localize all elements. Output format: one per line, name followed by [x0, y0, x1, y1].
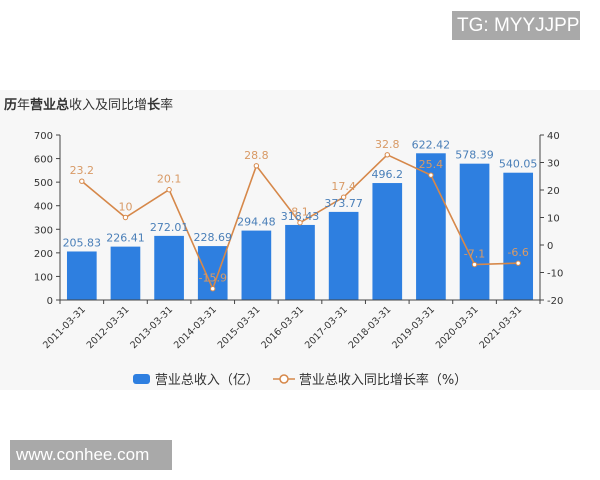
left-tick-label: 700: [34, 131, 53, 142]
right-tick-label: 30: [547, 159, 560, 170]
left-tick-label: 400: [34, 202, 53, 213]
growth-value-label: 28.8: [244, 149, 269, 162]
bar-value-label: 272.01: [150, 221, 189, 234]
x-tick-label: 2014-03-31: [172, 304, 219, 351]
x-tick-label: 2017-03-31: [303, 304, 350, 351]
right-tick-label: 10: [547, 214, 560, 225]
x-tick-label: 2019-03-31: [390, 304, 437, 351]
revenue-bar[interactable]: [503, 172, 534, 300]
bar-value-label: 622.42: [412, 138, 451, 151]
right-tick-label: -10: [547, 269, 563, 280]
right-tick-label: -20: [547, 296, 563, 307]
growth-point[interactable]: [340, 194, 347, 200]
right-tick-label: 0: [547, 241, 553, 252]
x-tick-label: 2012-03-31: [85, 304, 132, 351]
growth-point[interactable]: [253, 163, 260, 169]
x-tick-label: 2020-03-31: [434, 304, 481, 351]
chart-legend: 营业总收入（亿） 营业总收入同比增长率（%）: [0, 369, 600, 388]
growth-value-label: 20.1: [157, 173, 182, 186]
x-tick-label: 2021-03-31: [477, 304, 524, 351]
growth-point[interactable]: [166, 187, 172, 193]
bar-value-label: 373.77: [324, 197, 363, 210]
growth-value-label: -7.1: [464, 248, 485, 261]
revenue-bar[interactable]: [285, 224, 315, 300]
revenue-bar[interactable]: [459, 163, 490, 300]
growth-value-label: -6.6: [507, 246, 528, 259]
legend-line-label[interactable]: 营业总收入同比增长率（%）: [298, 373, 468, 388]
x-tick-label: 2018-03-31: [347, 304, 394, 351]
bar-value-label: 318.43: [281, 210, 320, 223]
growth-value-label: 25.4: [419, 158, 444, 171]
x-tick-label: 2016-03-31: [259, 304, 306, 351]
revenue-bar[interactable]: [154, 235, 184, 300]
growth-value-label: 10: [118, 201, 132, 214]
chart-title: 历年营业总收入及同比增长率: [4, 98, 174, 113]
growth-value-label: -15.9: [198, 272, 226, 285]
revenue-bar[interactable]: [110, 246, 141, 300]
revenue-bar[interactable]: [66, 251, 97, 300]
bar-value-label: 205.83: [63, 236, 102, 249]
growth-point[interactable]: [122, 214, 129, 221]
left-tick-label: 100: [34, 272, 53, 283]
bar-value-label: 228.69: [193, 231, 232, 244]
right-tick-label: 40: [547, 131, 560, 142]
revenue-bar[interactable]: [241, 230, 272, 300]
x-tick-label: 2013-03-31: [128, 304, 175, 351]
bar-value-label: 496.2: [372, 168, 404, 181]
growth-point[interactable]: [471, 261, 478, 268]
growth-point[interactable]: [297, 220, 303, 226]
growth-value-label: 23.2: [70, 164, 95, 177]
growth-value-label: 8.1: [291, 206, 309, 219]
legend-bar-label[interactable]: 营业总收入（亿）: [154, 373, 259, 388]
legend-bar-swatch-icon: [132, 373, 150, 384]
growth-point[interactable]: [79, 178, 85, 184]
watermark-bottom: www.conhee.com: [10, 440, 172, 470]
growth-value-label: 17.4: [331, 180, 356, 193]
bar-value-label: 294.48: [237, 216, 276, 229]
x-tick-label: 2015-03-31: [216, 304, 263, 351]
revenue-bar[interactable]: [328, 211, 359, 300]
growth-point[interactable]: [210, 286, 216, 292]
growth-value-label: 32.8: [375, 138, 400, 151]
left-tick-label: 500: [34, 178, 53, 189]
revenue-bar[interactable]: [372, 183, 403, 300]
growth-point[interactable]: [428, 172, 434, 178]
left-tick-label: 200: [34, 249, 53, 260]
bar-value-label: 578.39: [455, 149, 494, 162]
x-tick-label: 2011-03-31: [41, 304, 88, 351]
growth-point[interactable]: [384, 152, 390, 158]
bar-value-label: 540.05: [499, 158, 538, 171]
right-tick-label: 20: [547, 186, 560, 197]
left-tick-label: 300: [34, 225, 53, 236]
growth-point[interactable]: [515, 260, 521, 266]
left-tick-label: 600: [34, 155, 53, 166]
bar-value-label: 226.41: [106, 232, 145, 245]
watermark-top: TG: MYYJJPP: [452, 11, 580, 40]
legend-line-marker-icon: [272, 373, 295, 385]
left-tick-label: 0: [47, 296, 53, 307]
